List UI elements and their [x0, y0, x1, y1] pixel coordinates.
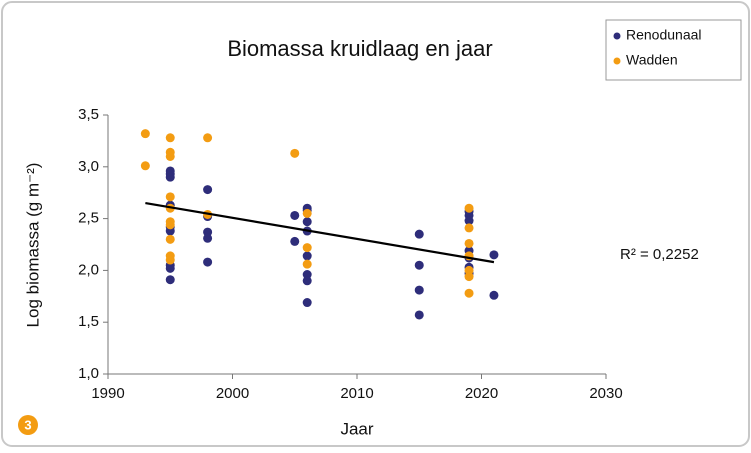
point: [203, 227, 213, 237]
point: [489, 250, 499, 260]
legend-box: [605, 19, 742, 81]
point: [464, 265, 474, 275]
point: [302, 276, 312, 286]
point: [414, 229, 424, 239]
point: [203, 133, 213, 143]
point: [165, 255, 175, 265]
y-axis-title: Log biomassa (g m⁻²): [23, 163, 42, 328]
point: [203, 233, 213, 243]
point: [464, 216, 474, 226]
x-tick-label: 2000: [216, 385, 249, 402]
legend-label: Renodunaal: [626, 27, 702, 43]
point: [464, 238, 474, 248]
point: [140, 161, 150, 171]
point: [302, 251, 312, 261]
point: [290, 210, 300, 220]
chart-title: Biomassa kruidlaag en jaar: [227, 36, 492, 61]
point: [464, 203, 474, 213]
point: [165, 275, 175, 285]
point: [165, 133, 175, 143]
point: [165, 226, 175, 236]
legend-marker: [613, 57, 621, 65]
point: [464, 272, 474, 282]
y-tick-label: 2,5: [78, 210, 99, 227]
x-tick-label: 2010: [340, 385, 373, 402]
annotation: R² = 0,2252: [620, 246, 699, 263]
point: [203, 257, 213, 267]
point: [165, 263, 175, 273]
x-tick-label: 1990: [91, 385, 124, 402]
point: [203, 185, 213, 195]
point: [302, 259, 312, 269]
legend-label: Wadden: [626, 52, 678, 68]
y-tick-label: 1,5: [78, 313, 99, 330]
point: [414, 310, 424, 320]
trendline: [145, 201, 495, 264]
point: [464, 288, 474, 298]
point: [489, 290, 499, 300]
y-tick-label: 1,0: [78, 365, 99, 382]
x-tick-label: 2030: [589, 385, 622, 402]
x-axis-title: Jaar: [340, 419, 373, 438]
badge-label: 3: [24, 417, 31, 432]
point: [290, 236, 300, 246]
point: [165, 234, 175, 244]
point: [302, 208, 312, 218]
x-tick-label: 2020: [465, 385, 498, 402]
point: [302, 298, 312, 308]
point: [165, 220, 175, 230]
point: [302, 243, 312, 253]
point: [464, 223, 474, 233]
y-tick-label: 3,5: [78, 106, 99, 123]
point: [302, 270, 312, 280]
point: [302, 217, 312, 227]
point: [165, 192, 175, 202]
point: [165, 172, 175, 182]
y-tick-label: 2,0: [78, 261, 99, 278]
point: [140, 129, 150, 139]
point: [290, 148, 300, 158]
badge: [18, 415, 38, 435]
legend-marker: [613, 32, 621, 40]
y-tick-label: 3,0: [78, 158, 99, 175]
point: [165, 151, 175, 161]
point: [414, 285, 424, 295]
point: [414, 260, 424, 270]
